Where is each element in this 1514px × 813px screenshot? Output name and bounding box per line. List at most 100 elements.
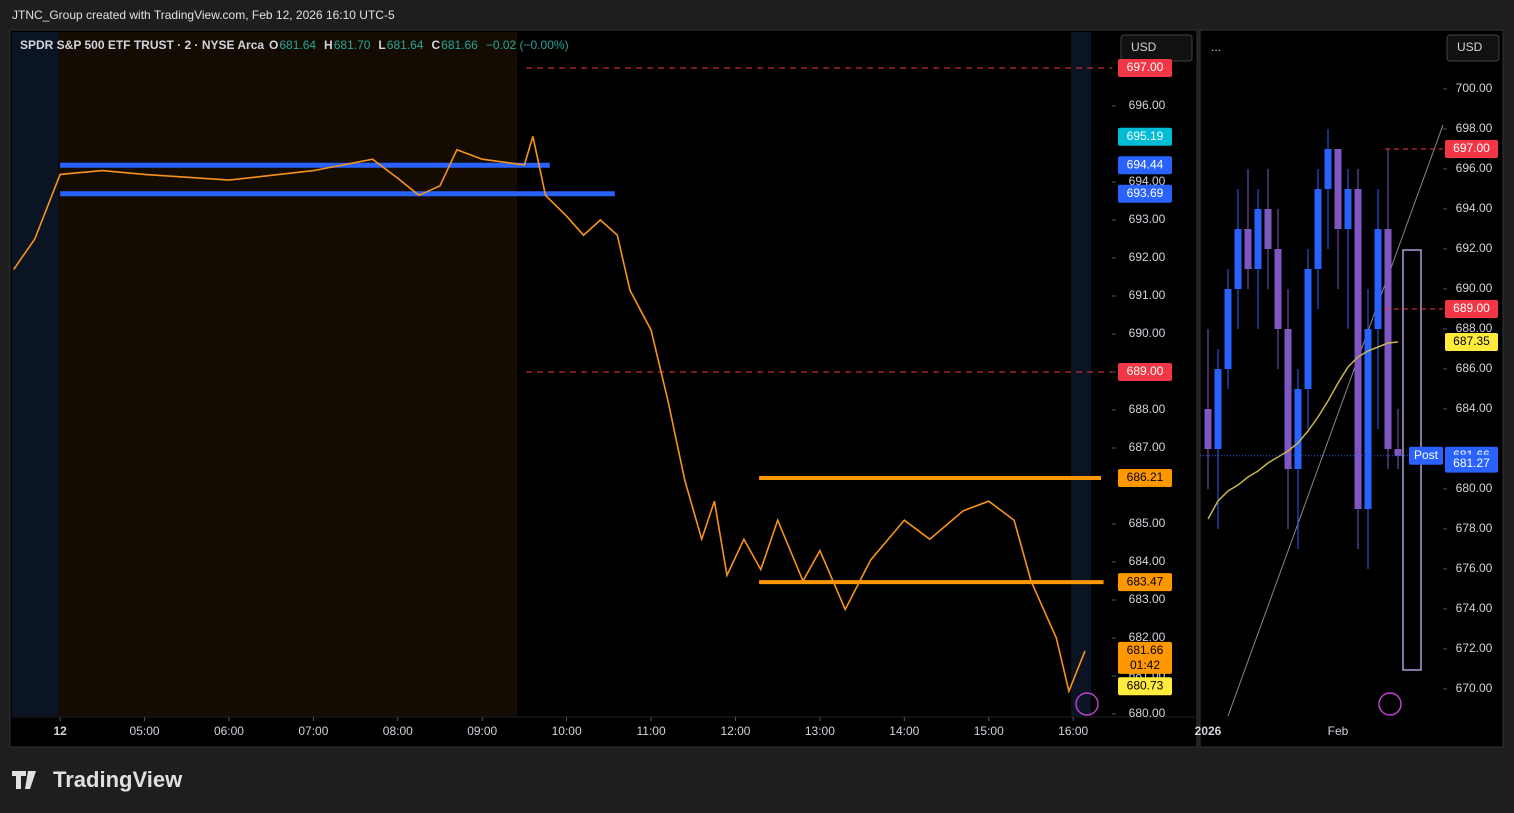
candle-body xyxy=(1354,189,1362,509)
side-panel xyxy=(1199,29,1504,748)
price-badge-label: 687.35 xyxy=(1453,334,1490,348)
price-badge xyxy=(1118,469,1172,488)
brand: TradingView xyxy=(53,767,183,792)
price-badge-label: 683.47 xyxy=(1127,574,1164,588)
y-tick-label: 690.00 xyxy=(1456,281,1493,295)
y-tick-label: 690.00 xyxy=(1129,326,1166,340)
countdown: 01:42 xyxy=(1130,658,1160,672)
candle-body xyxy=(1224,289,1232,369)
candle-body xyxy=(1284,329,1292,469)
premarket-shade xyxy=(58,32,517,716)
price-line xyxy=(13,136,1086,694)
y-tick-label: 686.00 xyxy=(1456,361,1493,375)
y-tick-label: 672.00 xyxy=(1456,641,1493,655)
x-tick-label: Feb xyxy=(1328,724,1349,738)
candle-body xyxy=(1394,449,1402,456)
candle-body xyxy=(1364,329,1372,509)
price-badge xyxy=(1118,677,1172,696)
menu[interactable]: ... xyxy=(1211,40,1221,54)
price-badge xyxy=(1445,454,1498,473)
candle-body xyxy=(1314,189,1322,269)
x-tick-label: 09:00 xyxy=(467,724,497,738)
currency-button[interactable] xyxy=(1446,34,1500,62)
candle-body xyxy=(1254,209,1262,269)
y-tick-label: 670.00 xyxy=(1456,681,1493,695)
candle-body xyxy=(1234,229,1242,289)
x-tick-label: 06:00 xyxy=(214,724,244,738)
y-tick-label: 698.00 xyxy=(1456,121,1493,135)
y-tick-label: 680.00 xyxy=(1129,706,1166,720)
candle-body xyxy=(1204,409,1212,449)
ohlc-value: 681.64 xyxy=(279,38,316,52)
ohlc-value: 681.64 xyxy=(387,38,424,52)
x-tick-label: 16:00 xyxy=(1058,724,1088,738)
x-tick-label: 07:00 xyxy=(298,724,328,738)
y-tick-label: 674.00 xyxy=(1456,601,1493,615)
candle-body xyxy=(1344,189,1352,229)
y-tick-label: 684.00 xyxy=(1129,554,1166,568)
y-tick-label: 693.00 xyxy=(1129,212,1166,226)
price-badge-label: 681.66 xyxy=(1127,643,1164,657)
x-tick-label: 11:00 xyxy=(636,724,665,738)
price-badge xyxy=(1445,300,1498,318)
y-tick-label: 700.00 xyxy=(1456,81,1493,95)
y-tick-label: 694.00 xyxy=(1129,174,1166,188)
price-badge-label: 694.44 xyxy=(1127,157,1164,171)
brand-logo xyxy=(12,771,36,789)
y-tick-label: 688.00 xyxy=(1456,321,1493,335)
candle-body xyxy=(1264,209,1272,249)
candle-body xyxy=(1334,149,1342,229)
session-label: Post xyxy=(1414,448,1439,462)
ohlc-key: C xyxy=(431,38,440,52)
price-badge xyxy=(1118,59,1172,77)
y-tick-label: 696.00 xyxy=(1456,161,1493,175)
currency: USD xyxy=(1131,40,1157,54)
x-tick-label: 08:00 xyxy=(383,724,413,738)
y-tick-label: 683.00 xyxy=(1129,592,1166,606)
session-badge xyxy=(1409,446,1443,465)
candle-body xyxy=(1374,229,1382,329)
ohlc-key: L xyxy=(378,38,385,52)
price-badge xyxy=(1445,140,1498,158)
y-tick-label: 692.00 xyxy=(1129,250,1166,264)
y-tick-label: 685.00 xyxy=(1129,516,1166,530)
alert-icon[interactable] xyxy=(1378,692,1402,716)
y-tick-label: 688.00 xyxy=(1129,402,1166,416)
candle-body xyxy=(1324,149,1332,189)
change: −0.02 (−0.00%) xyxy=(486,38,569,52)
ohlc-value: 681.70 xyxy=(334,38,371,52)
candle-body xyxy=(1304,269,1312,389)
y-tick-label: 682.00 xyxy=(1129,630,1166,644)
price-badge xyxy=(1445,333,1498,351)
ohlc-value: 681.66 xyxy=(441,38,478,52)
ohlc-key: O xyxy=(269,38,278,52)
y-tick-label: 680.00 xyxy=(1456,481,1493,495)
price-badge-label: 693.69 xyxy=(1127,186,1164,200)
price-badge-label: 697.00 xyxy=(1127,60,1164,74)
x-tick-label: 13:00 xyxy=(805,724,835,738)
candle-body xyxy=(1274,249,1282,329)
ohlc-key: H xyxy=(324,38,333,52)
price-badge xyxy=(1118,573,1172,592)
ohlc-legend: O 681.64 H 681.70 L 681.64 C 681.66 −0.02 (−0.00… xyxy=(269,38,569,52)
candle-body xyxy=(1244,229,1252,269)
y-tick-label: 696.00 xyxy=(1129,98,1166,112)
price-badge-label: 689.00 xyxy=(1127,364,1164,378)
y-tick-label: 694.00 xyxy=(1456,201,1493,215)
y-tick-label: 687.00 xyxy=(1129,440,1166,454)
y-tick-label: 691.00 xyxy=(1129,288,1166,302)
price-badge xyxy=(1118,641,1172,674)
x-tick-label: 14:00 xyxy=(889,724,919,738)
price-badge-label: 681.27 xyxy=(1453,456,1490,470)
moving-average xyxy=(1207,341,1399,520)
price-badge-label: 695.19 xyxy=(1127,129,1164,143)
alert-icon[interactable] xyxy=(1075,692,1099,716)
candle-body xyxy=(1384,229,1392,449)
y-tick-label: 678.00 xyxy=(1456,521,1493,535)
price-badge-label: 689.00 xyxy=(1453,301,1490,315)
price-badge xyxy=(1118,156,1172,175)
x-tick-label: 15:00 xyxy=(974,724,1004,738)
x-tick-label: 12:00 xyxy=(720,724,750,738)
symbol-title: SPDR S&P 500 ETF TRUST · 2 · NYSE Arca xyxy=(20,38,264,52)
